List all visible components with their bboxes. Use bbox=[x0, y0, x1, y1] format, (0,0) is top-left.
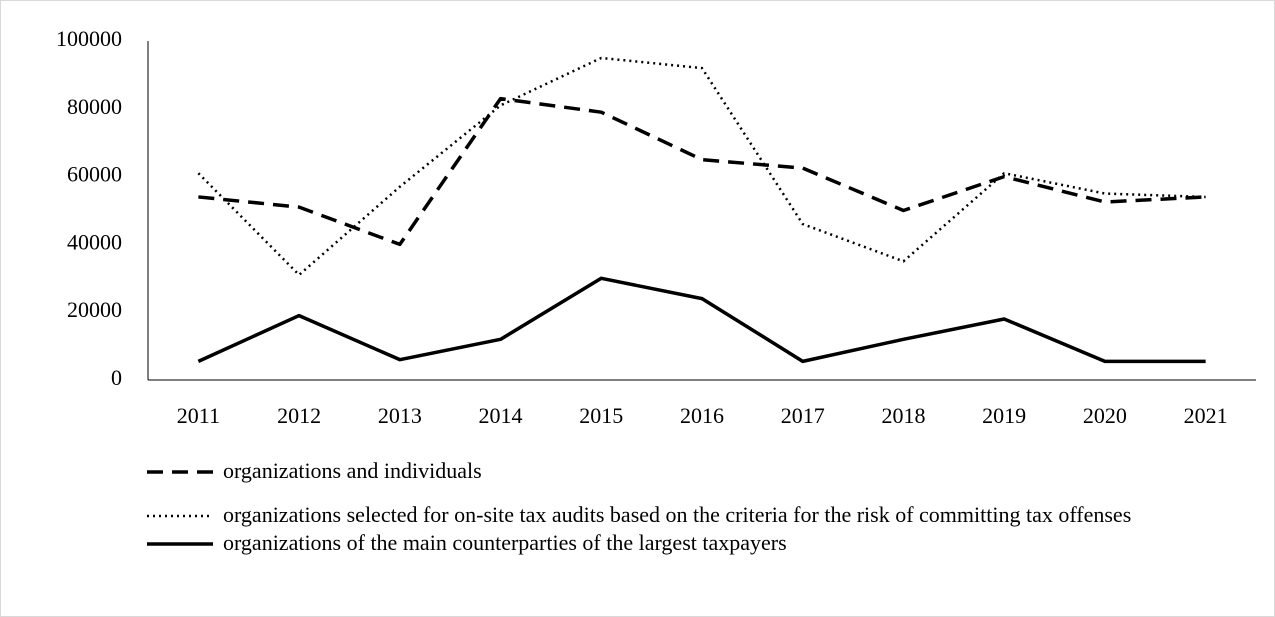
x-tick-label: 2017 bbox=[781, 403, 825, 428]
x-tick-label: 2021 bbox=[1184, 403, 1228, 428]
legend-swatch bbox=[147, 514, 213, 518]
line bbox=[197, 56, 1206, 277]
y-tick-label: 0 bbox=[111, 365, 122, 390]
legend-item: organizations of the main counterparties… bbox=[145, 531, 1245, 555]
x-tick-label: 2016 bbox=[680, 403, 724, 428]
y-tick-label: 20000 bbox=[67, 297, 122, 322]
line bbox=[197, 276, 1206, 364]
y-tick-label: 40000 bbox=[67, 229, 122, 254]
x-tick-label: 2013 bbox=[378, 403, 422, 428]
x-tick-label: 2015 bbox=[579, 403, 623, 428]
legend-swatch bbox=[147, 542, 213, 546]
legend-item: organizations and individuals bbox=[145, 459, 1245, 483]
legend: organizations and individuals organizatio… bbox=[145, 459, 1245, 575]
x-tick-label: 2019 bbox=[982, 403, 1026, 428]
y-tick-label: 100000 bbox=[56, 26, 122, 51]
y-tick-label: 60000 bbox=[67, 162, 122, 187]
x-tick-label: 2014 bbox=[479, 403, 523, 428]
legend-label: organizations of the main counterparties… bbox=[223, 530, 787, 555]
legend-label: organizations selected for on-site tax a… bbox=[223, 502, 1132, 527]
chart: 0 20000 40000 60000 80000 100000 2011 2012 2013 2… bbox=[56, 26, 1256, 428]
x-tick-label: 2018 bbox=[881, 403, 925, 428]
line bbox=[198, 96, 1206, 247]
x-tick-label: 2012 bbox=[277, 403, 321, 428]
legend-swatch bbox=[147, 470, 213, 474]
x-tick-label: 2011 bbox=[177, 403, 220, 428]
legend-item: organizations selected for on-site tax a… bbox=[145, 503, 1245, 527]
y-tick-label: 80000 bbox=[67, 94, 122, 119]
legend-label: organizations and individuals bbox=[223, 458, 482, 483]
x-tick-label: 2020 bbox=[1083, 403, 1127, 428]
